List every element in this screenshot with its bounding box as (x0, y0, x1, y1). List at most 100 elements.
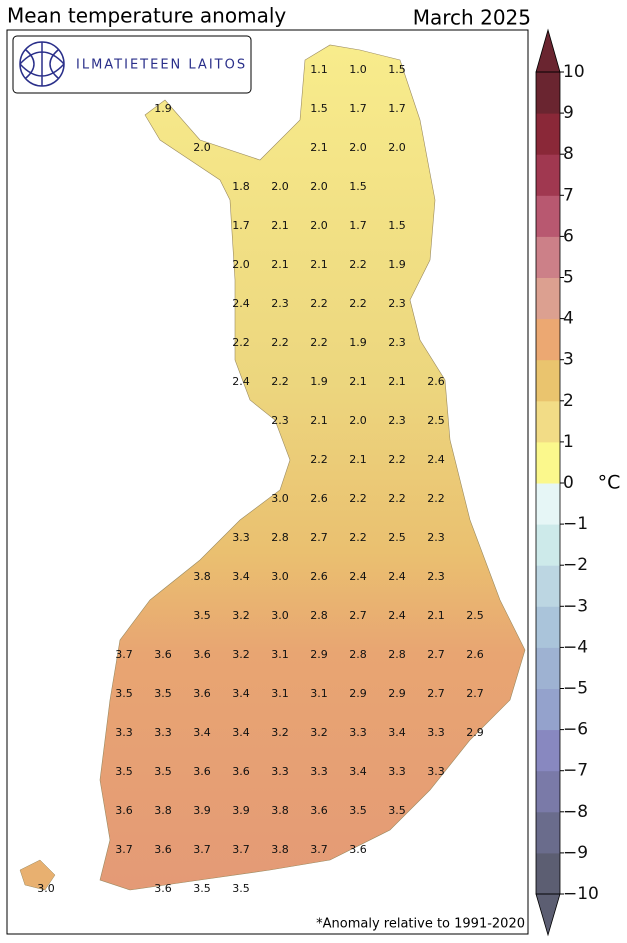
colorbar-tick-label: −10 (563, 884, 599, 904)
anomaly-value: 3.6 (154, 882, 172, 895)
anomaly-value: 2.2 (310, 336, 328, 349)
anomaly-value: 2.4 (232, 375, 250, 388)
anomaly-value: 3.6 (232, 765, 250, 778)
anomaly-value: 3.7 (232, 843, 250, 856)
anomaly-value: 2.9 (466, 726, 484, 739)
anomaly-value: 2.9 (310, 648, 328, 661)
anomaly-value: 3.3 (388, 765, 406, 778)
colorbar-band (536, 72, 560, 114)
anomaly-value: 3.9 (193, 804, 211, 817)
anomaly-value: 1.9 (349, 336, 367, 349)
anomaly-value: 2.2 (427, 492, 445, 505)
anomaly-value: 3.8 (271, 843, 289, 856)
anomaly-value: 2.3 (427, 570, 445, 583)
colorbar-band (536, 565, 560, 607)
colorbar-band (536, 688, 560, 731)
anomaly-value: 1.9 (388, 258, 406, 271)
anomaly-value: 1.5 (388, 63, 406, 76)
colorbar-band (536, 811, 560, 854)
anomaly-value: 2.2 (271, 375, 289, 388)
colorbar-tick-label: −3 (563, 596, 588, 616)
colorbar-tick-label: −1 (563, 514, 588, 534)
anomaly-value: 1.1 (310, 63, 328, 76)
anomaly-value: 3.7 (115, 843, 133, 856)
anomaly-value: 1.0 (349, 63, 367, 76)
anomaly-value: 3.4 (232, 570, 250, 583)
anomaly-value: 2.7 (310, 531, 328, 544)
anomaly-value: 2.8 (388, 648, 406, 661)
anomaly-value: 2.7 (349, 609, 367, 622)
anomaly-value: 2.2 (349, 492, 367, 505)
logo-box (12, 35, 252, 94)
anomaly-value: 3.5 (154, 687, 172, 700)
anomaly-value: 3.4 (193, 726, 211, 739)
colorbar-tick-label: −7 (563, 761, 588, 781)
anomaly-value: 2.2 (310, 297, 328, 310)
anomaly-value: 3.3 (427, 765, 445, 778)
colorbar-tick-label: −4 (563, 637, 588, 657)
anomaly-value: 2.1 (349, 453, 367, 466)
colorbar-tick-label: −8 (563, 802, 588, 822)
title: Mean temperature anomaly (7, 4, 286, 28)
anomaly-value: 2.3 (427, 531, 445, 544)
anomaly-value: 2.9 (349, 687, 367, 700)
colorbar-tick-label: 3 (563, 350, 574, 370)
anomaly-value: 3.5 (154, 765, 172, 778)
anomaly-value: 3.8 (154, 804, 172, 817)
colorbar-tick-label: 5 (563, 268, 574, 288)
anomaly-value: 2.4 (232, 297, 250, 310)
anomaly-value: 3.3 (154, 726, 172, 739)
anomaly-value: 2.0 (349, 141, 367, 154)
anomaly-value: 1.9 (310, 375, 328, 388)
colorbar-unit: °C (598, 472, 621, 494)
colorbar-band (536, 729, 560, 772)
anomaly-value: 2.7 (466, 687, 484, 700)
anomaly-value: 3.5 (115, 687, 133, 700)
anomaly-value: 2.1 (349, 375, 367, 388)
anomaly-value: 2.0 (271, 180, 289, 193)
anomaly-value: 2.6 (466, 648, 484, 661)
anomaly-value: 3.0 (37, 882, 55, 895)
anomaly-value: 3.5 (232, 882, 250, 895)
anomaly-value: 2.6 (427, 375, 445, 388)
anomaly-value: 2.5 (466, 609, 484, 622)
anomaly-value: 2.1 (310, 141, 328, 154)
colorbar-tick-label: 7 (563, 185, 574, 205)
colorbar-band (536, 318, 560, 361)
logo-text: ILMATIETEEN LAITOS (76, 58, 247, 73)
anomaly-value: 2.0 (349, 414, 367, 427)
anomaly-value: 3.7 (115, 648, 133, 661)
anomaly-value: 2.6 (310, 570, 328, 583)
anomaly-value: 2.1 (427, 609, 445, 622)
anomaly-value: 2.3 (271, 297, 289, 310)
anomaly-value: 3.6 (193, 765, 211, 778)
colorbar-tick-label: −5 (563, 679, 588, 699)
anomaly-value: 3.6 (193, 687, 211, 700)
anomaly-value: 1.8 (232, 180, 250, 193)
anomaly-value: 3.3 (232, 531, 250, 544)
anomaly-value: 3.5 (388, 804, 406, 817)
anomaly-value: 2.3 (388, 297, 406, 310)
anomaly-value: 2.0 (388, 141, 406, 154)
anomaly-value: 2.0 (310, 219, 328, 232)
anomaly-value: 2.3 (388, 336, 406, 349)
anomaly-value: 2.2 (349, 258, 367, 271)
colorbar-tick-label: 8 (563, 144, 574, 164)
colorbar-tick-label: 6 (563, 226, 574, 246)
anomaly-value: 2.1 (310, 258, 328, 271)
anomaly-value: 2.3 (271, 414, 289, 427)
anomaly-value: 3.2 (310, 726, 328, 739)
anomaly-value: 3.6 (349, 843, 367, 856)
anomaly-value: 2.8 (349, 648, 367, 661)
anomaly-value: 3.6 (193, 648, 211, 661)
anomaly-value: 2.4 (349, 570, 367, 583)
colorbar-band (536, 195, 560, 237)
anomaly-value: 1.5 (349, 180, 367, 193)
anomaly-value: 3.2 (271, 726, 289, 739)
colorbar-band (536, 483, 560, 525)
colorbar-tick-label: 2 (563, 391, 574, 411)
colorbar-tick-label: 1 (563, 432, 574, 452)
aland-shape (19, 859, 56, 891)
anomaly-value: 1.5 (310, 102, 328, 115)
anomaly-value: 2.1 (388, 375, 406, 388)
